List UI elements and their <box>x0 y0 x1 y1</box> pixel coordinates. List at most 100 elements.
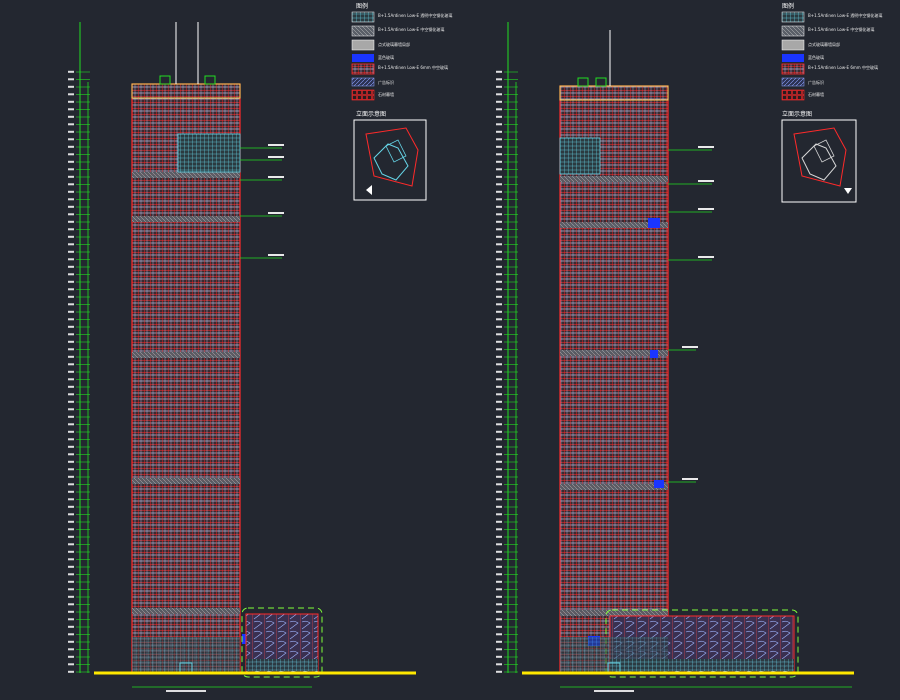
elevation-right-drawing <box>496 22 854 692</box>
refuge-floor-band <box>132 352 240 358</box>
level-label-mark <box>496 333 502 336</box>
tower-lobby <box>560 637 668 673</box>
callout-label-mark <box>682 346 698 348</box>
level-label-mark <box>496 220 502 223</box>
level-label-mark <box>68 220 74 223</box>
legend-item: B+1.5Ardinen Low-E 透明中空钢化玻璃 <box>781 11 882 23</box>
refuge-floor-band <box>560 484 668 490</box>
level-label-mark <box>496 355 502 358</box>
level-label-mark <box>68 430 74 433</box>
svg-text:B+1.5Ardinen Low-E 6mm 中空玻璃: B+1.5Ardinen Low-E 6mm 中空玻璃 <box>808 64 878 70</box>
level-label-mark <box>68 423 74 426</box>
level-label-mark <box>496 213 502 216</box>
callout-label-mark <box>682 478 698 480</box>
level-label-mark <box>68 498 74 501</box>
keyplan-title: 立面示意图 <box>356 110 386 118</box>
level-label-mark <box>68 340 74 343</box>
level-label-mark <box>496 303 502 306</box>
callout-label-mark <box>268 156 284 158</box>
title-label-mark <box>594 690 634 692</box>
keyplan <box>781 119 857 203</box>
legend-item: B+1.5Ardinen Low-E 6mm 中空玻璃 <box>351 63 448 75</box>
view-arrow-icon <box>366 185 372 195</box>
roof-equipment <box>204 75 216 85</box>
level-label-mark <box>496 175 502 178</box>
level-label-mark <box>496 625 502 628</box>
level-label-mark <box>68 393 74 396</box>
level-label-mark <box>68 475 74 478</box>
level-label-mark <box>496 340 502 343</box>
callout-label-mark <box>698 256 714 258</box>
level-label-mark <box>68 265 74 268</box>
level-label-mark <box>68 520 74 523</box>
level-label-mark <box>496 408 502 411</box>
level-label-mark <box>496 543 502 546</box>
level-label-mark <box>496 115 502 118</box>
level-label-mark <box>68 235 74 238</box>
level-label-mark <box>68 483 74 486</box>
refuge-floor-band <box>132 216 240 222</box>
roof-equipment <box>159 75 171 85</box>
level-label-mark <box>496 370 502 373</box>
svg-text:B+1.5Ardinen Low-E 透明中空钢化玻璃: B+1.5Ardinen Low-E 透明中空钢化玻璃 <box>808 12 882 18</box>
level-label-mark <box>68 310 74 313</box>
level-label-mark <box>68 603 74 606</box>
level-label-mark <box>68 378 74 381</box>
level-label-mark <box>496 183 502 186</box>
level-label-mark <box>68 355 74 358</box>
tower-crown <box>559 85 669 101</box>
level-label-mark <box>496 565 502 568</box>
level-label-mark <box>496 78 502 81</box>
legend-item: 蓝色玻璃 <box>782 54 824 62</box>
refuge-floor-band <box>132 172 240 178</box>
glazing-block <box>177 133 241 173</box>
level-label-mark <box>496 573 502 576</box>
level-label-mark <box>68 625 74 628</box>
level-label-mark <box>68 160 74 163</box>
level-label-mark <box>496 325 502 328</box>
tower-facade <box>559 85 669 674</box>
level-label-mark <box>68 183 74 186</box>
tower-facade <box>131 83 241 674</box>
refuge-floor-band <box>560 176 668 182</box>
level-label-mark <box>496 423 502 426</box>
level-label-mark <box>496 190 502 193</box>
glazing-block <box>559 137 601 175</box>
level-label-mark <box>496 595 502 598</box>
level-label-mark <box>68 528 74 531</box>
roof-equipment <box>595 77 607 87</box>
callout-label-mark <box>268 144 284 146</box>
level-label-mark <box>68 655 74 658</box>
level-label-mark <box>496 160 502 163</box>
level-label-mark <box>68 243 74 246</box>
level-label-mark <box>68 213 74 216</box>
level-label-mark <box>496 100 502 103</box>
legend-item: B+1.5Ardinen Low-E 中空钢化玻璃 <box>351 25 444 37</box>
callout-label-mark <box>698 180 714 182</box>
level-label-mark <box>68 610 74 613</box>
callout-label-mark <box>268 176 284 178</box>
level-label-mark <box>496 468 502 471</box>
svg-text:蓝色玻璃: 蓝色玻璃 <box>378 54 394 60</box>
tower-lobby <box>132 637 240 673</box>
level-label-mark <box>68 250 74 253</box>
level-label-mark <box>496 258 502 261</box>
level-label-mark <box>68 70 74 73</box>
level-label-mark <box>68 663 74 666</box>
level-label-mark <box>68 138 74 141</box>
level-label-mark <box>68 408 74 411</box>
level-label-mark <box>496 588 502 591</box>
level-label-mark <box>496 505 502 508</box>
legend-item: B+1.5Ardinen Low-E 中空钢化玻璃 <box>781 25 874 37</box>
level-label-mark <box>68 123 74 126</box>
level-label-mark <box>496 168 502 171</box>
legend-item: 点式玻璃幕墙局部 <box>781 39 840 51</box>
legend-item: 点式玻璃幕墙局部 <box>351 39 410 51</box>
svg-text:蓝色玻璃: 蓝色玻璃 <box>808 54 824 60</box>
level-label-mark <box>68 205 74 208</box>
legend-item: 石材幕墙 <box>351 89 394 101</box>
level-label-mark <box>496 490 502 493</box>
level-label-mark <box>68 633 74 636</box>
level-label-mark <box>496 663 502 666</box>
level-label-mark <box>496 670 502 673</box>
